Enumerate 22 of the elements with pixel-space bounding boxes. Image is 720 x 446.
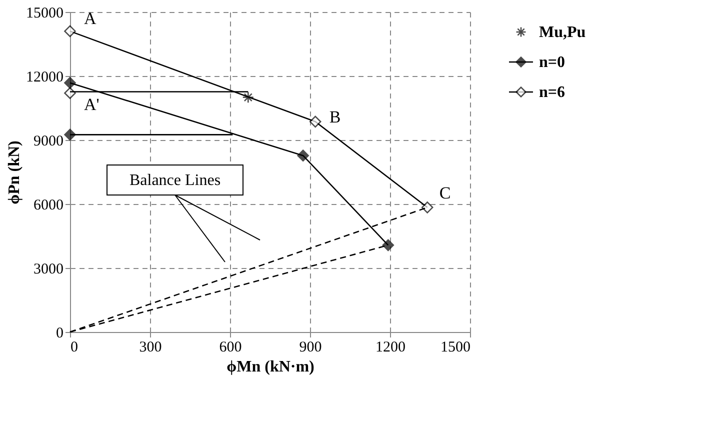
y-tick-label: 15000 xyxy=(26,6,64,22)
y-tick-label: 3000 xyxy=(34,262,64,278)
annotation: Balance Lines xyxy=(129,172,221,189)
x-tick-label: 600 xyxy=(219,340,242,356)
y-tick-label: 9000 xyxy=(34,134,64,150)
x-tick-label: 900 xyxy=(299,340,322,356)
y-axis-title: ϕPn (kN) xyxy=(6,140,23,204)
x-tick-label: 1500 xyxy=(440,340,470,356)
y-tick-label: 12000 xyxy=(26,70,64,86)
annotation: C xyxy=(439,183,451,202)
y-tick-label: 0 xyxy=(56,326,64,342)
x-axis-title: ϕMn (kN·m) xyxy=(226,358,314,376)
x-tick-label: 300 xyxy=(139,340,162,356)
annotation: A' xyxy=(84,95,100,114)
legend-label: n=0 xyxy=(539,54,566,71)
legend-label: n=6 xyxy=(539,84,566,101)
legend-label: Mu,Pu xyxy=(539,24,586,41)
x-tick-label: 1200 xyxy=(376,340,406,356)
annotation: B xyxy=(329,108,341,127)
y-tick-label: 6000 xyxy=(34,198,64,214)
annotation: A xyxy=(84,9,97,28)
x-tick-label: 0 xyxy=(70,340,78,356)
